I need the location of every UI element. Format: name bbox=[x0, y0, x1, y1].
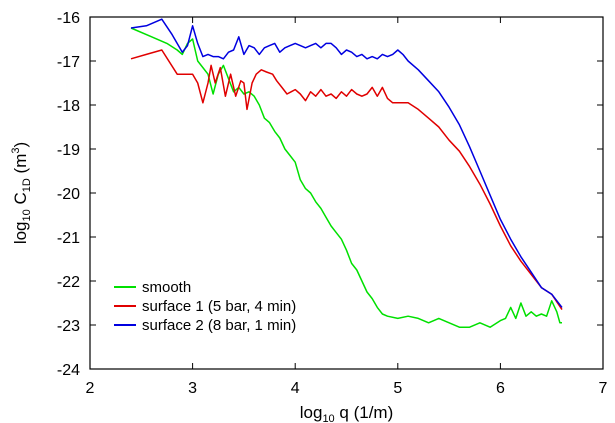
plot-frame bbox=[89, 16, 604, 370]
x-tick-label: 4 bbox=[291, 380, 300, 397]
series-line-0 bbox=[130, 27, 562, 328]
x-tick-label: 5 bbox=[393, 380, 402, 397]
y-tick-label: -20 bbox=[57, 186, 80, 203]
y-tick-label: -22 bbox=[57, 274, 80, 291]
x-axis-title-rest: q (1/m) bbox=[335, 403, 394, 422]
y-axis-title-sub2: 1D bbox=[21, 178, 33, 192]
y-axis-title-rest: (m bbox=[11, 154, 30, 179]
x-axis-title-base: log bbox=[300, 403, 323, 422]
y-axis-title: log10 C1D (m3) bbox=[10, 142, 33, 244]
x-tick-label: 2 bbox=[86, 380, 95, 397]
legend-label: surface 1 (5 bar, 4 min) bbox=[142, 298, 296, 315]
x-axis-title: log10 q (1/m) bbox=[300, 403, 394, 423]
y-axis-title-base: log bbox=[11, 221, 30, 244]
legend-label: surface 2 (8 bar, 1 min) bbox=[142, 317, 296, 334]
series-line-2 bbox=[130, 18, 563, 308]
y-tick-label: -24 bbox=[57, 362, 80, 379]
y-tick-label: -17 bbox=[57, 54, 80, 71]
y-tick-label: -21 bbox=[57, 230, 80, 247]
series-layer bbox=[130, 18, 563, 328]
y-axis-title-end: ) bbox=[11, 142, 30, 148]
x-tick-label: 7 bbox=[599, 380, 608, 397]
legend: smooth surface 1 (5 bar, 4 min) surface 2 … bbox=[114, 279, 296, 334]
legend-label: smooth bbox=[142, 279, 191, 296]
y-tick-label: -19 bbox=[57, 142, 80, 159]
y-axis-title-mid: C bbox=[11, 192, 30, 209]
series-line-1 bbox=[130, 49, 563, 311]
tick-labels: 2 3 4 5 6 7 -24 -23 -22 -21 -20 -19 -18 -17 -16 bbox=[57, 10, 608, 397]
y-tick-label: -18 bbox=[57, 98, 80, 115]
x-tick-label: 6 bbox=[496, 380, 505, 397]
y-tick-label: -16 bbox=[57, 10, 80, 27]
x-tick-label: 3 bbox=[188, 380, 197, 397]
y-axis-title-sup: 3 bbox=[10, 148, 22, 154]
y-tick-label: -23 bbox=[57, 318, 80, 335]
x-axis-title-sub: 10 bbox=[322, 413, 334, 423]
y-axis-title-sub: 10 bbox=[21, 209, 33, 221]
